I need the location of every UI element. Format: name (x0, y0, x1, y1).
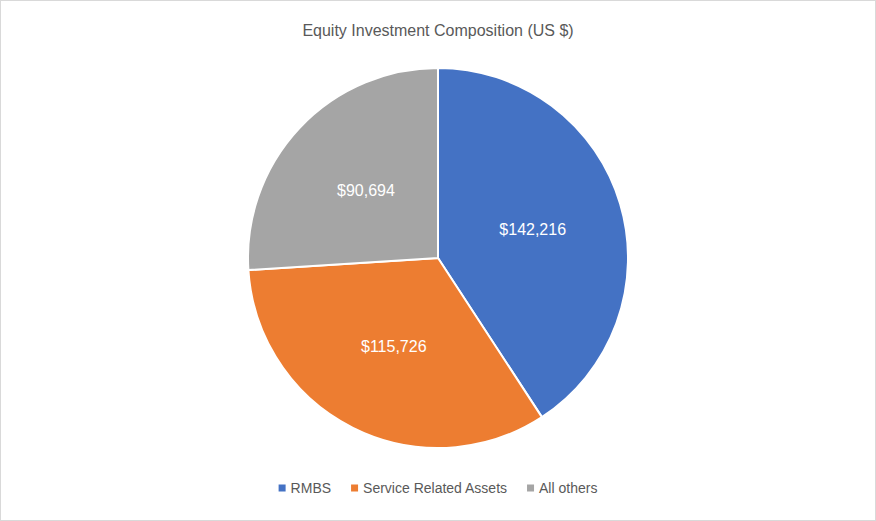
data-labels: $142,216 $115,726 $90,694 (337, 182, 566, 355)
slice (248, 258, 542, 448)
title: Equity Investment Composition (US $) (302, 22, 573, 39)
chart: Equity Investment Composition (US $) $142… (0, 0, 876, 521)
chart-frame (1, 1, 876, 521)
legend-swatch (527, 485, 534, 492)
pie (248, 68, 628, 448)
legend-label: RMBS (291, 480, 331, 496)
legend-label: All others (539, 480, 597, 496)
data-label: $90,694 (337, 182, 395, 199)
legend-item: All others (527, 480, 597, 496)
legend-swatch (279, 485, 286, 492)
legend-label: Service Related Assets (363, 480, 507, 496)
data-label: $115,726 (361, 338, 427, 355)
legend-item: Service Related Assets (351, 480, 507, 496)
data-label: $142,216 (499, 221, 566, 238)
legend-swatch (351, 485, 358, 492)
legend-item: RMBS (279, 480, 331, 496)
legend: RMBS Service Related Assets All others (279, 480, 598, 496)
slice (248, 68, 438, 270)
